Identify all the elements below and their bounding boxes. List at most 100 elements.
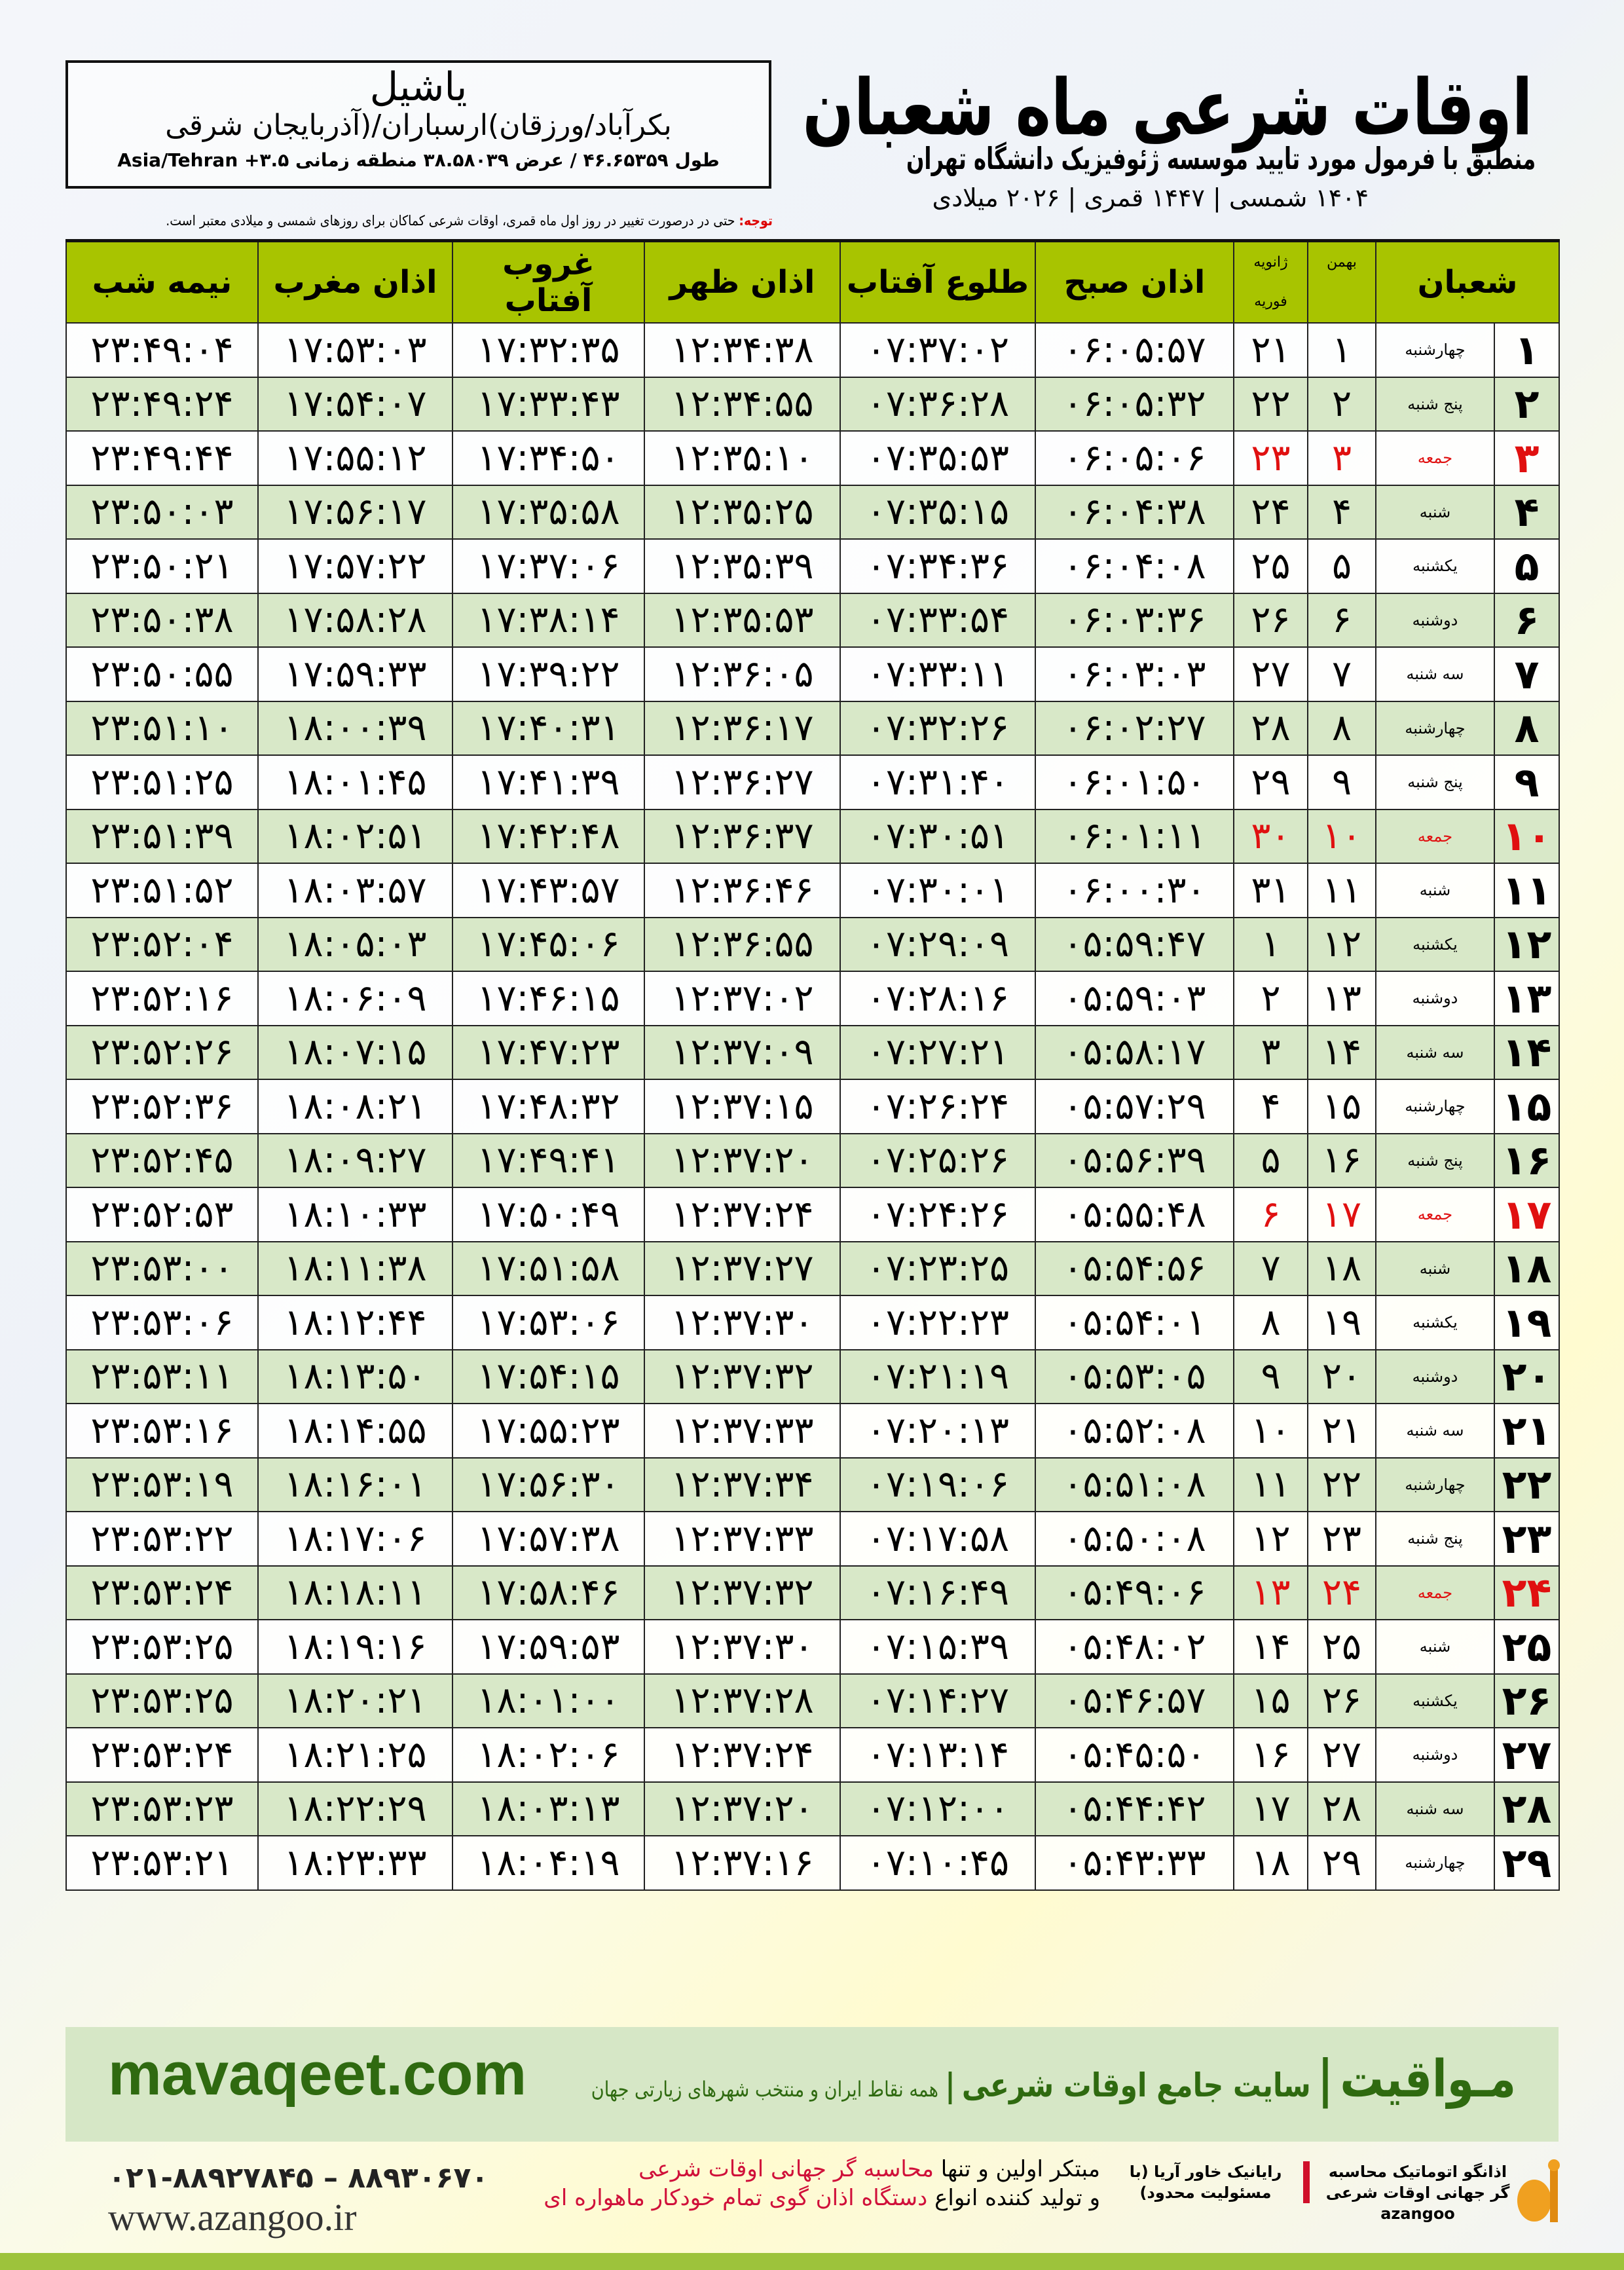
dhuhr-time: ۱۲:۳۶:۱۷ [644,700,841,756]
dhuhr-time: ۱۲:۳۷:۲۴ [644,1187,841,1242]
shaban-day: ۳ [1494,430,1560,486]
bahman-day: ۱۲ [1307,916,1376,972]
sunset-time: ۱۷:۴۷:۲۳ [452,1024,645,1080]
gregorian-day: ۵ [1233,1132,1308,1188]
fajr-time: ۰۵:۵۹:۴۷ [1035,916,1234,972]
sunset-time: ۱۷:۳۴:۵۰ [452,430,645,486]
sunset-time: ۱۷:۳۹:۲۲ [452,646,645,702]
gregorian-day: ۴ [1233,1079,1308,1134]
weekday: دوشنبه [1375,971,1496,1026]
shaban-day: ۱۵ [1494,1079,1560,1134]
maghrib-time: ۱۸:۱۳:۵۰ [257,1349,453,1404]
maghrib-time: ۱۸:۱۷:۰۶ [257,1511,453,1567]
shaban-day: ۱۸ [1494,1240,1560,1296]
weekday: دوشنبه [1375,1349,1496,1404]
gregorian-day: ۲۱ [1233,322,1308,378]
site-link[interactable]: mavaqeet.com [108,2041,527,2108]
sunrise-time: ۰۷:۳۲:۲۶ [840,700,1036,756]
bahman-day: ۱۸ [1307,1240,1376,1296]
dhuhr-time: ۱۲:۳۷:۰۲ [644,971,841,1026]
bottom-bar [0,2253,1624,2270]
maghrib-time: ۱۸:۰۹:۲۷ [257,1132,453,1188]
table-row: ۱۱ شنبه ۱۱ ۳۱ ۰۶:۰۰:۳۰ ۰۷:۳۰:۰۱ ۱۲:۳۶:۴۶ ۱۷:۴۳:… [65,863,1560,918]
header-dhuhr: اذان ظهر [644,239,841,324]
maghrib-time: ۱۸:۰۳:۵۷ [257,863,453,918]
bahman-day: ۹ [1307,754,1376,810]
weekday: پنج شنبه [1375,1132,1496,1188]
shaban-day: ۵ [1494,538,1560,594]
shaban-day: ۱۳ [1494,971,1560,1026]
gregorian-day: ۸ [1233,1295,1308,1350]
midnight-time: ۲۳:۵۳:۲۵ [65,1619,259,1675]
fajr-time: ۰۵:۴۶:۵۷ [1035,1673,1234,1728]
fajr-time: ۰۵:۵۴:۵۶ [1035,1240,1234,1296]
midnight-time: ۲۳:۵۱:۲۵ [65,754,259,810]
bahman-day: ۱۷ [1307,1187,1376,1242]
table-row: ۲۷ دوشنبه ۲۷ ۱۶ ۰۵:۴۵:۵۰ ۰۷:۱۳:۱۴ ۱۲:۳۷:۲۴ ۱۸:۰… [65,1727,1560,1783]
midnight-time: ۲۳:۵۲:۳۶ [65,1079,259,1134]
weekday: دوشنبه [1375,592,1496,648]
dhuhr-time: ۱۲:۳۵:۵۳ [644,592,841,648]
shaban-day: ۲۷ [1494,1727,1560,1783]
dhuhr-time: ۱۲:۳۵:۱۰ [644,430,841,486]
shaban-day: ۲۱ [1494,1403,1560,1459]
brand-logo: مـواقیت [1340,2050,1516,2109]
table-row: ۲۳ پنج شنبه ۲۳ ۱۲ ۰۵:۵۰:۰۸ ۰۷:۱۷:۵۸ ۱۲:۳۷:۳۳ ۱۷… [65,1511,1560,1567]
bahman-day: ۱۴ [1307,1024,1376,1080]
web-link[interactable]: www.azangoo.ir [108,2196,357,2239]
gregorian-day: ۱۷ [1233,1781,1308,1836]
midnight-time: ۲۳:۵۱:۱۰ [65,700,259,756]
bahman-day: ۱۳ [1307,971,1376,1026]
weekday: چهارشنبه [1375,1457,1496,1512]
fajr-time: ۰۵:۴۳:۳۳ [1035,1835,1234,1891]
bahman-day: ۲۱ [1307,1403,1376,1459]
shaban-day: ۲۲ [1494,1457,1560,1512]
header-sunset: غروب آفتاب [452,239,645,324]
midnight-time: ۲۳:۵۳:۲۳ [65,1781,259,1836]
dhuhr-time: ۱۲:۳۵:۳۹ [644,538,841,594]
weekday: پنج شنبه [1375,754,1496,810]
dhuhr-time: ۱۲:۳۷:۳۴ [644,1457,841,1512]
weekday: جمعه [1375,1187,1496,1242]
maghrib-time: ۱۸:۱۴:۵۵ [257,1403,453,1459]
sunrise-time: ۰۷:۳۰:۵۱ [840,808,1036,864]
weekday: شنبه [1375,484,1496,540]
note-text: حتی در درصورت تغییر در روز اول ماه قمری،… [166,213,739,229]
gregorian-day: ۳۱ [1233,863,1308,918]
table-row: ۲۲ چهارشنبه ۲۲ ۱۱ ۰۵:۵۱:۰۸ ۰۷:۱۹:۰۶ ۱۲:۳۷:۳۴ ۱۷… [65,1457,1560,1512]
bahman-day: ۱۱ [1307,863,1376,918]
maghrib-time: ۱۸:۲۰:۲۱ [257,1673,453,1728]
sunset-time: ۱۷:۵۵:۲۳ [452,1403,645,1459]
sunrise-time: ۰۷:۳۴:۳۶ [840,538,1036,594]
fajr-time: ۰۶:۰۴:۳۸ [1035,484,1234,540]
weekday: یکشنبه [1375,538,1496,594]
table-row: ۱۹ یکشنبه ۱۹ ۸ ۰۵:۵۴:۰۱ ۰۷:۲۲:۲۳ ۱۲:۳۷:۳۰ ۱۷:۵۳… [65,1295,1560,1350]
dhuhr-time: ۱۲:۳۷:۱۶ [644,1835,841,1891]
fajr-time: ۰۵:۵۱:۰۸ [1035,1457,1234,1512]
sunset-time: ۱۷:۵۴:۱۵ [452,1349,645,1404]
bahman-day: ۱۶ [1307,1132,1376,1188]
shaban-day: ۲۳ [1494,1511,1560,1567]
sunset-time: ۱۷:۴۶:۱۵ [452,971,645,1026]
sunrise-time: ۰۷:۳۳:۱۱ [840,646,1036,702]
table-row: ۶ دوشنبه ۶ ۲۶ ۰۶:۰۳:۳۶ ۰۷:۳۳:۵۴ ۱۲:۳۵:۵۳ ۱۷:۳۸:… [65,592,1560,648]
shaban-day: ۸ [1494,700,1560,756]
brand-sub: سایت جامع اوقات شرعی [961,2066,1311,2104]
weekday: چهارشنبه [1375,1835,1496,1891]
table-row: ۲ پنج شنبه ۲ ۲۲ ۰۶:۰۵:۳۲ ۰۷:۳۶:۲۸ ۱۲:۳۴:۵۵ ۱۷:۳… [65,376,1560,432]
gregorian-day: ۱ [1233,916,1308,972]
sunset-time: ۱۷:۴۰:۳۱ [452,700,645,756]
weekday: چهارشنبه [1375,700,1496,756]
sunrise-time: ۰۷:۳۵:۱۵ [840,484,1036,540]
bahman-day: ۳ [1307,430,1376,486]
sunset-time: ۱۷:۳۵:۵۸ [452,484,645,540]
table-row: ۱۸ شنبه ۱۸ ۷ ۰۵:۵۴:۵۶ ۰۷:۲۳:۲۵ ۱۲:۳۷:۲۷ ۱۷:۵۱:۵… [65,1240,1560,1296]
dhuhr-time: ۱۲:۳۷:۳۰ [644,1295,841,1350]
maghrib-time: ۱۸:۱۶:۰۱ [257,1457,453,1512]
fajr-time: ۰۵:۴۵:۵۰ [1035,1727,1234,1783]
midnight-time: ۲۳:۵۳:۰۰ [65,1240,259,1296]
fajr-time: ۰۶:۰۴:۰۸ [1035,538,1234,594]
sunset-time: ۱۷:۵۸:۴۶ [452,1565,645,1620]
weekday: چهارشنبه [1375,1079,1496,1134]
gregorian-day: ۹ [1233,1349,1308,1404]
